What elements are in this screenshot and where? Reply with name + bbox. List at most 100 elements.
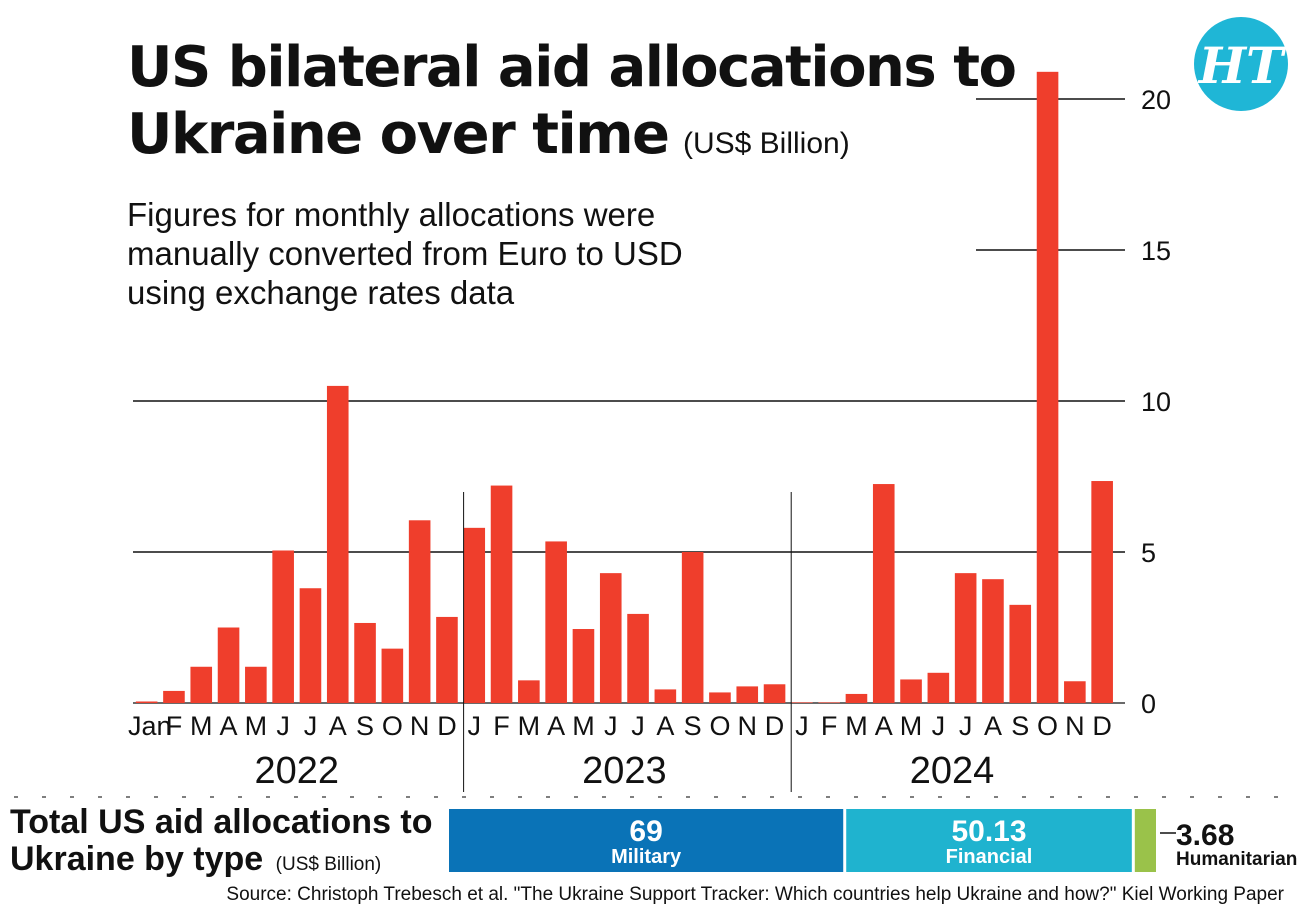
month-label: M xyxy=(518,711,541,741)
chart-title-line2-group: Ukraine over time (US$ Billion) xyxy=(127,102,850,167)
totals-title-line2: Ukraine by type xyxy=(10,840,263,878)
bar xyxy=(627,613,649,703)
month-label: D xyxy=(765,711,785,741)
totals-title-line2-group: Ukraine by type (US$ Billion) xyxy=(10,840,381,878)
month-label: D xyxy=(437,711,457,741)
bar xyxy=(354,622,376,703)
y-tick-label: 0 xyxy=(1141,689,1156,719)
totals-segment-label: Humanitarian xyxy=(1176,849,1297,870)
month-label: S xyxy=(684,711,702,741)
bar xyxy=(163,690,185,703)
bar xyxy=(245,666,267,703)
bar xyxy=(326,385,349,703)
month-label: S xyxy=(1011,711,1029,741)
bar xyxy=(572,629,595,703)
bar xyxy=(190,666,213,703)
ht-logo-text: HT xyxy=(1197,36,1287,95)
month-label: M xyxy=(190,711,213,741)
bar xyxy=(381,648,404,703)
bar xyxy=(1036,71,1059,703)
year-label: 2024 xyxy=(910,750,995,792)
month-label: M xyxy=(900,711,923,741)
y-tick-labels: 0 5 10 15 20 xyxy=(1141,85,1171,719)
totals-segment-value: 69 xyxy=(629,815,662,848)
bars xyxy=(135,71,1113,703)
month-label: J xyxy=(304,711,318,741)
month-label: A xyxy=(547,711,565,741)
bar xyxy=(408,520,431,703)
ht-logo: HT xyxy=(1194,17,1288,111)
bar xyxy=(1064,681,1086,703)
bar xyxy=(845,693,868,703)
y-tick-label: 20 xyxy=(1141,85,1171,115)
bar xyxy=(709,692,731,703)
bar xyxy=(736,686,759,703)
month-label: N xyxy=(410,711,430,741)
bar xyxy=(900,679,922,703)
totals-segment-value: 50.13 xyxy=(951,815,1026,848)
y-tick-label: 10 xyxy=(1141,387,1171,417)
chart-title-unit: (US$ Billion) xyxy=(683,127,850,160)
month-label: A xyxy=(220,711,238,741)
month-label: J xyxy=(959,711,973,741)
bar xyxy=(599,573,622,703)
month-label: A xyxy=(984,711,1002,741)
totals-segment-label: Military xyxy=(611,846,682,868)
bar xyxy=(681,552,704,703)
bar xyxy=(518,680,540,703)
month-label: J xyxy=(795,711,809,741)
month-label: Jan xyxy=(128,711,172,741)
bar xyxy=(299,588,322,703)
month-label: J xyxy=(631,711,645,741)
subtitle-line1: Figures for monthly allocations were xyxy=(127,196,655,233)
bar xyxy=(791,702,813,703)
bar xyxy=(436,616,458,703)
bar xyxy=(1091,481,1113,703)
month-label: J xyxy=(604,711,618,741)
bar xyxy=(1009,604,1032,703)
month-label: A xyxy=(875,711,893,741)
bar xyxy=(982,579,1004,703)
month-label: J xyxy=(276,711,290,741)
totals-segment-label: Financial xyxy=(946,846,1033,868)
totals-unit: (US$ Billion) xyxy=(276,854,382,875)
month-label: M xyxy=(245,711,268,741)
month-label: O xyxy=(709,711,730,741)
month-label: F xyxy=(821,711,838,741)
bar xyxy=(763,684,786,703)
ht-logo-circle xyxy=(1194,17,1288,111)
subtitle-line2: manually converted from Euro to USD xyxy=(127,235,683,272)
bar xyxy=(927,672,950,703)
totals-segment-military xyxy=(449,809,844,872)
month-label: M xyxy=(572,711,595,741)
month-label: A xyxy=(329,711,347,741)
bar xyxy=(818,702,840,703)
source-note: Source: Christoph Trebesch et al. "The U… xyxy=(226,884,1284,905)
month-label: N xyxy=(738,711,758,741)
totals-title-line1: Total US aid allocations to xyxy=(10,803,433,841)
month-label: O xyxy=(382,711,403,741)
bar xyxy=(272,550,294,703)
chart-title-line1: US bilateral aid allocations to xyxy=(127,35,1016,100)
y-tick-label: 15 xyxy=(1141,236,1171,266)
totals-segment-value: 3.68 xyxy=(1176,819,1234,852)
chart-title-line2: Ukraine over time xyxy=(127,102,669,167)
month-label: O xyxy=(1037,711,1058,741)
bar xyxy=(135,701,158,703)
month-label: A xyxy=(656,711,674,741)
y-tick-label: 5 xyxy=(1141,538,1156,568)
subtitle-line3: using exchange rates data xyxy=(127,274,515,311)
month-label: F xyxy=(166,711,183,741)
year-label: 2023 xyxy=(582,750,667,792)
year-label: 2022 xyxy=(255,750,340,792)
bar xyxy=(217,627,240,703)
year-labels: 2022 2023 2024 xyxy=(255,492,995,792)
bar xyxy=(463,527,486,703)
bar xyxy=(654,689,677,703)
month-label: F xyxy=(493,711,510,741)
month-label: J xyxy=(468,711,482,741)
totals-segment-financial xyxy=(846,809,1132,872)
